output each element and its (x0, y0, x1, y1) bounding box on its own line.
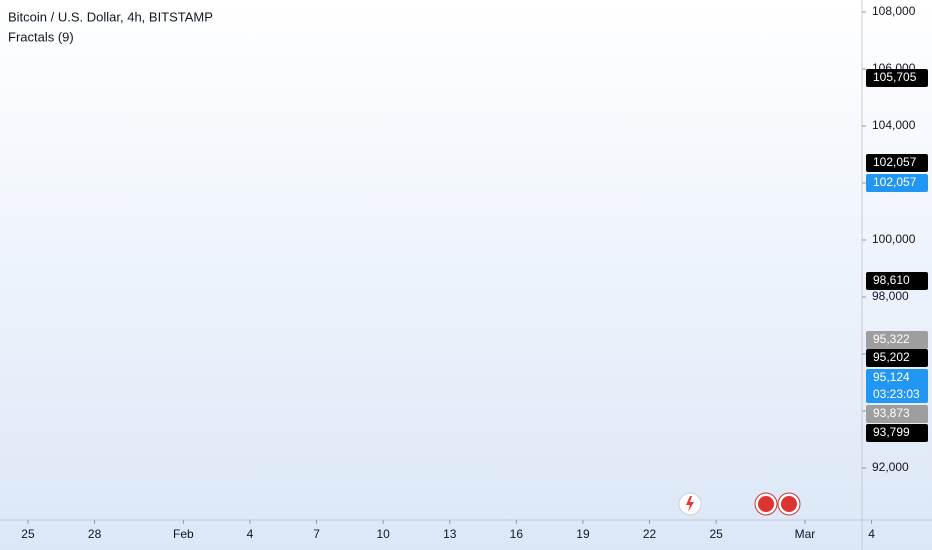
event-icons[interactable] (678, 492, 801, 516)
price-tag-label: 95,202 (873, 350, 910, 364)
price-tag (866, 174, 928, 192)
price-tag (866, 349, 928, 367)
price-tag (866, 424, 928, 442)
x-tick-label: Mar (795, 527, 816, 541)
price-tag (866, 69, 928, 87)
chart-title: Bitcoin / U.S. Dollar, 4h, BITSTAMP (8, 9, 213, 24)
x-tick-label: 13 (443, 527, 457, 541)
price-tag-label: 93,799 (873, 425, 910, 439)
y-tick-label: 100,000 (872, 232, 916, 246)
price-tag (866, 405, 928, 423)
price-tag (866, 331, 928, 349)
price-tag-label: 95,124 (873, 370, 910, 384)
x-tick-label: Feb (173, 527, 194, 541)
price-tag (866, 369, 928, 403)
y-tick-label: 108,000 (872, 4, 916, 18)
event-icon (686, 496, 694, 512)
price-tag-label: 102,057 (873, 155, 917, 169)
event-icon (758, 496, 774, 512)
price-tag-label: 93,873 (873, 406, 910, 420)
y-tick-label: 92,000 (872, 460, 909, 474)
x-tick-label: 25 (21, 527, 35, 541)
countdown: 03:23:03 (873, 387, 920, 401)
price-tag-label: 105,705 (873, 70, 917, 84)
price-tag-label: 102,057 (873, 175, 917, 189)
x-tick-label: 4 (247, 527, 254, 541)
price-tag (866, 272, 928, 290)
axes: 92,00094,00096,00098,000100,000102,00010… (21, 4, 928, 541)
event-icon (781, 496, 797, 512)
x-tick-label: 10 (376, 527, 390, 541)
x-tick-label: 25 (709, 527, 723, 541)
x-tick-label: 16 (510, 527, 524, 541)
price-tag-label: 95,322 (873, 332, 910, 346)
y-tick-label: 98,000 (872, 289, 909, 303)
x-tick-label: 19 (576, 527, 590, 541)
x-tick-label: 4 (868, 527, 875, 541)
x-tick-label: 28 (88, 527, 102, 541)
price-tag (866, 154, 928, 172)
y-tick-label: 104,000 (872, 118, 916, 132)
x-tick-label: 22 (643, 527, 657, 541)
indicator-label: Fractals (9) (8, 29, 74, 44)
x-tick-label: 7 (313, 527, 320, 541)
price-tag-label: 98,610 (873, 273, 910, 287)
